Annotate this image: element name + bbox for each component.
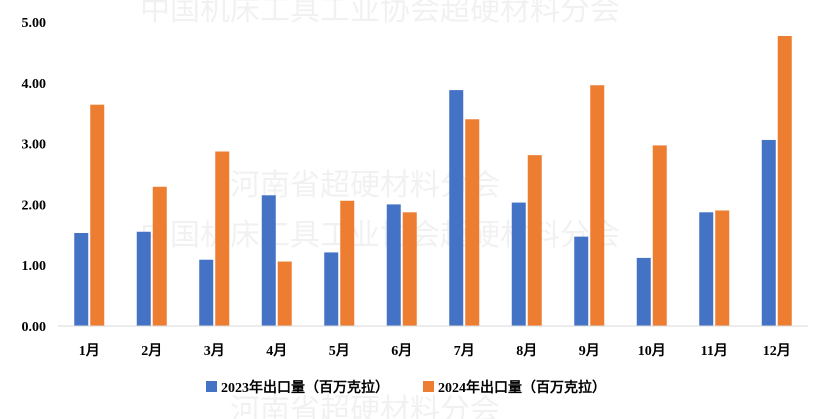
watermark-text: 中国机床工具工业协会超硬材料分会 xyxy=(140,0,620,28)
bar-2023 xyxy=(699,212,714,326)
bar-2024 xyxy=(402,212,417,326)
bar-2024 xyxy=(90,104,105,326)
bar-2023 xyxy=(136,231,151,326)
x-tick-label: 12月 xyxy=(763,343,791,359)
bar-2024 xyxy=(152,186,167,326)
y-tick-label: 1.00 xyxy=(22,259,47,274)
bar-2024 xyxy=(340,200,355,326)
legend-label-2024: 2024年出口量（百万克拉） xyxy=(438,379,606,396)
bar-2024 xyxy=(590,85,605,327)
x-tick-label: 4月 xyxy=(266,343,287,359)
bar-2023 xyxy=(74,232,89,326)
bar-2024 xyxy=(777,35,792,326)
x-tick-label: 3月 xyxy=(204,343,225,359)
y-tick-label: 5.00 xyxy=(22,16,47,31)
bar-2024 xyxy=(465,119,480,326)
bar-2024 xyxy=(215,151,230,326)
x-tick-label: 10月 xyxy=(638,343,666,359)
x-tick-label: 2月 xyxy=(141,343,162,359)
y-tick-label: 0.00 xyxy=(22,320,47,335)
x-tick-label: 6月 xyxy=(391,343,412,359)
legend-swatch-2024 xyxy=(423,381,434,392)
bar-2024 xyxy=(527,155,542,326)
bar-2023 xyxy=(574,236,589,326)
x-tick-label: 7月 xyxy=(454,343,475,359)
bars xyxy=(74,35,792,327)
bar-2023 xyxy=(449,90,464,326)
x-tick-label: 11月 xyxy=(701,343,728,359)
bar-2023 xyxy=(324,252,339,326)
bar-2023 xyxy=(199,259,214,326)
bar-2023 xyxy=(761,139,776,326)
x-tick-label: 9月 xyxy=(579,343,600,359)
bar-2023 xyxy=(636,257,651,326)
bar-2023 xyxy=(511,202,526,326)
watermark-text: 河南省超硬材料分会 xyxy=(230,393,500,419)
bar-2023 xyxy=(386,204,401,326)
bar-2023 xyxy=(261,195,276,326)
watermark-text: 中国机床工具工业协会超硬材料分会 xyxy=(140,218,620,253)
legend: 2023年出口量（百万克拉） 2024年出口量（百万克拉） xyxy=(206,379,606,396)
x-tick-label: 1月 xyxy=(79,343,100,359)
y-tick-label: 4.00 xyxy=(22,77,47,92)
x-tick-label: 8月 xyxy=(516,343,537,359)
x-tick-label: 5月 xyxy=(329,343,350,359)
y-axis: 0.00 1.00 2.00 3.00 4.00 5.00 xyxy=(22,16,47,335)
y-tick-label: 2.00 xyxy=(22,198,47,213)
x-axis: 1月 2月 3月 4月 5月 6月 7月 8月 9月 10月 11月 12月 xyxy=(79,343,791,359)
bar-2024 xyxy=(277,261,292,326)
y-tick-label: 3.00 xyxy=(22,138,47,153)
bar-2024 xyxy=(715,210,730,326)
legend-swatch-2023 xyxy=(206,381,217,392)
bar-2024 xyxy=(652,145,667,326)
legend-label-2023: 2023年出口量（百万克拉） xyxy=(221,379,389,396)
